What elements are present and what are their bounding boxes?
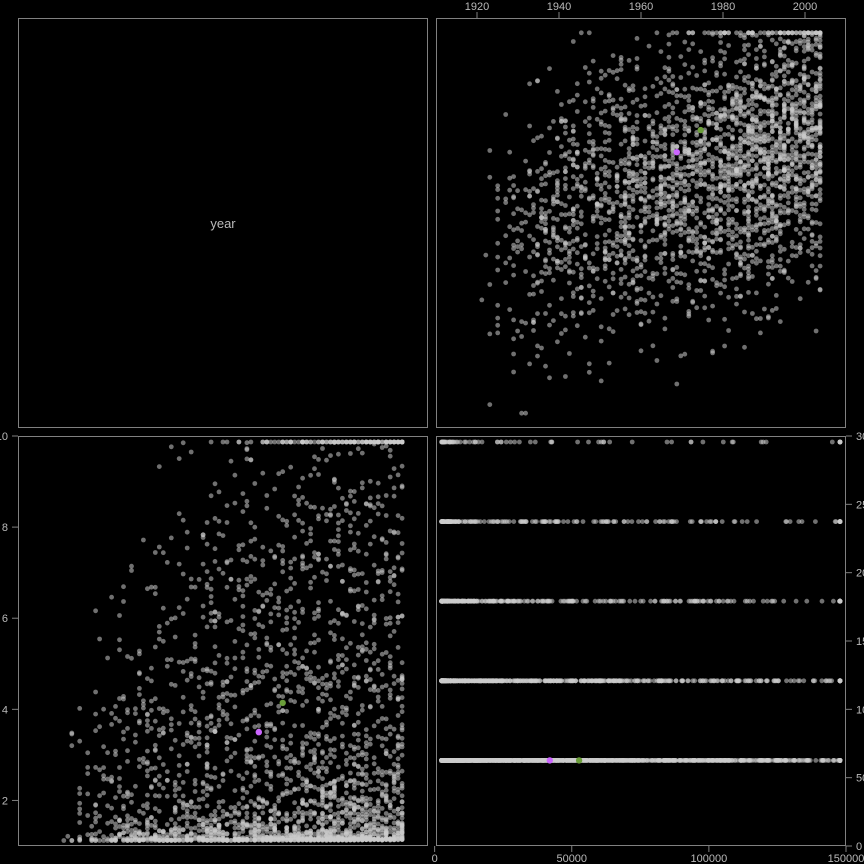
svg-text:1940: 1940 <box>547 1 571 13</box>
axis-bottom-votes: 050000100000150000 <box>436 846 846 864</box>
highlight-point <box>674 149 680 155</box>
scatter-year-vs-votes <box>18 436 428 846</box>
svg-text:2000: 2000 <box>793 1 817 13</box>
highlight-point <box>547 757 553 763</box>
axis-top-year: 1920 1940 1960 1980 2000 <box>436 0 846 18</box>
pairs-plot: year192019401960198020002468100500001000… <box>0 0 864 864</box>
scatter-votes-vs-length <box>436 436 846 846</box>
axis-right-length: 050100150200250300 <box>846 436 864 846</box>
highlight-point <box>256 729 262 735</box>
panel-frame <box>18 18 428 428</box>
highlight-point <box>576 757 582 763</box>
highlight-point <box>280 700 286 706</box>
scatter-year-vs-rating <box>436 18 846 428</box>
svg-text:1960: 1960 <box>629 1 653 13</box>
axis-left-rating: 246810 <box>0 436 18 846</box>
svg-text:1980: 1980 <box>711 1 735 13</box>
highlight-point <box>698 127 704 133</box>
svg-text:1920: 1920 <box>465 1 489 13</box>
